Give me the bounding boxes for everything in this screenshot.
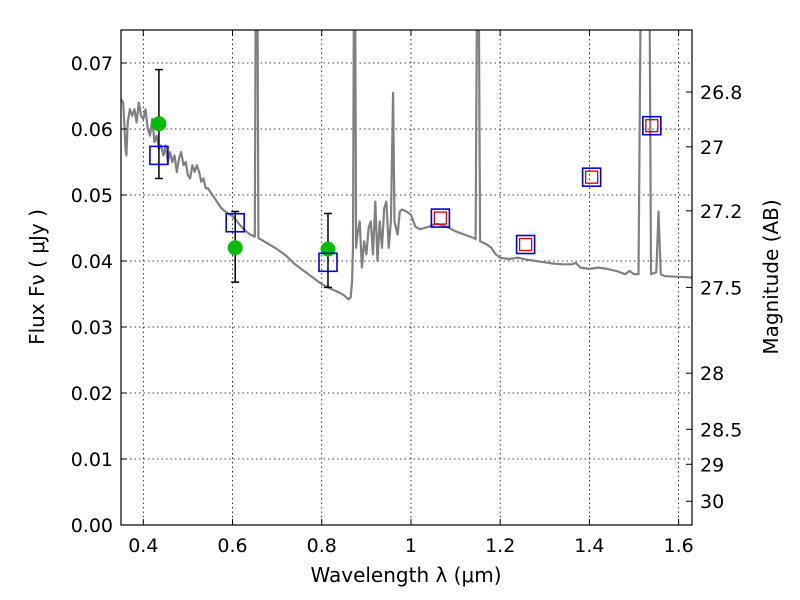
right-tick-label: 28: [700, 363, 724, 385]
x-tick-label: 1.6: [664, 535, 694, 557]
y-tick-label: 0.07: [71, 53, 113, 75]
model-flux-marker: [581, 167, 602, 187]
right-tick-label: 26.8: [700, 82, 742, 104]
right-tick-label: 28.5: [700, 419, 742, 441]
right-tick-label: 29: [700, 454, 724, 476]
y-tick-label: 0.01: [71, 449, 113, 471]
observed-flux-marker: [151, 116, 167, 132]
y-tick-label: 0.04: [71, 251, 113, 273]
y-tick-label: 0.06: [71, 119, 113, 141]
upper-limit-marker: [518, 237, 533, 252]
right-tick-label: 27: [700, 137, 724, 159]
x-tick-label: 1: [405, 535, 417, 557]
model-flux-marker: [642, 115, 662, 136]
x-tick-label: 0.8: [307, 535, 337, 557]
observed-flux-marker: [227, 240, 243, 256]
y-tick-label: 0.03: [71, 317, 113, 339]
model-spectrum-line: [121, 30, 692, 301]
right-tick-label: 30: [700, 491, 724, 513]
plot-frame: [120, 29, 693, 526]
model-flux-marker: [515, 234, 536, 255]
right-axis-title: Magnitude (AB): [759, 199, 783, 354]
model-flux-marker: [318, 252, 338, 273]
model-flux-marker: [225, 212, 245, 233]
upper-limit-marker: [584, 170, 599, 184]
x-axis-title: Wavelength λ (μm): [310, 563, 501, 587]
x-tick-label: 1.2: [485, 535, 515, 557]
y-tick-label: 0.02: [71, 383, 113, 405]
upper-limit-marker: [433, 211, 448, 225]
axis-ticks: 0.4 0.6 0.8 1 1.2 1.4 1.6 0.00 0.01 0.02 0.03 0.04 0…: [71, 30, 742, 557]
photometry-point: [227, 210, 243, 283]
model-flux-marker: [430, 208, 451, 228]
grid: [121, 30, 692, 525]
photometry-point: [320, 212, 336, 289]
right-tick-label: 27.2: [700, 201, 742, 223]
photometry-point: [151, 68, 167, 180]
right-tick-label: 27.5: [700, 277, 742, 299]
y-axis-title: Flux Fν ( μJy ): [25, 209, 49, 345]
y-tick-label: 0.05: [71, 185, 113, 207]
x-tick-label: 0.4: [128, 535, 158, 557]
observed-flux-marker: [320, 241, 336, 257]
x-tick-label: 0.6: [217, 535, 247, 557]
model-flux-marker: [149, 145, 169, 166]
data-layer: [121, 30, 692, 301]
x-tick-label: 1.4: [574, 535, 604, 557]
upper-limit-marker: [645, 119, 659, 133]
y-tick-label: 0.00: [71, 515, 113, 537]
